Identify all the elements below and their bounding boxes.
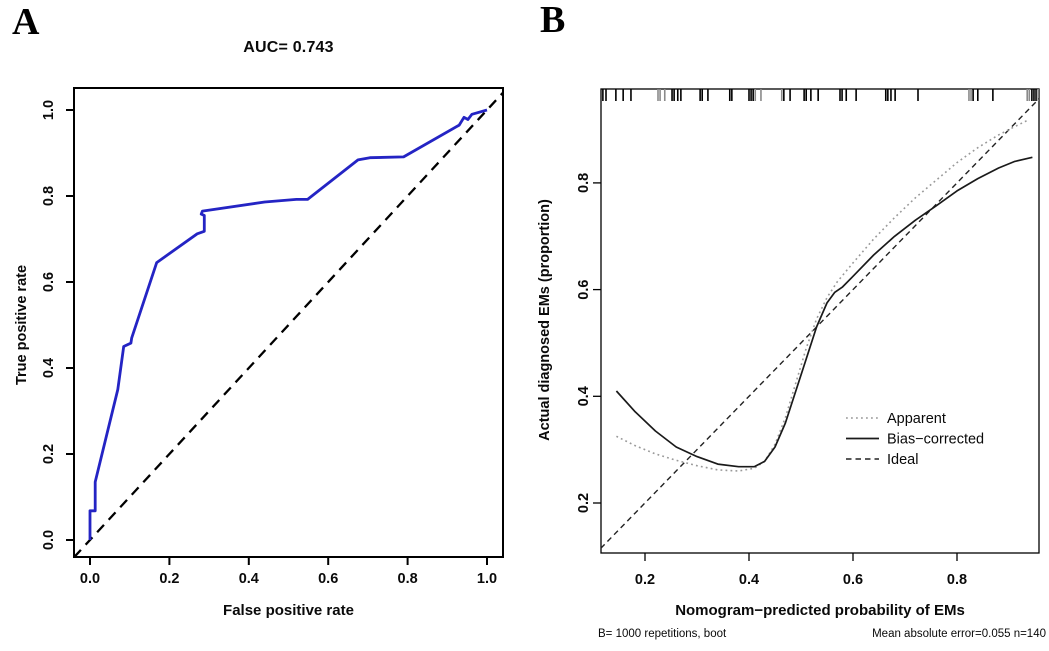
y-tick-label: 1.0 [41,100,57,120]
legend-label: Ideal [887,452,918,468]
roc-chart: 0.0 0.2 0.4 0.6 0.8 1.0 0.0 0.2 0.4 0.6 0.8 1.0 [41,87,504,587]
y-tick-label: 0.8 [41,186,57,206]
bootstrap-footnote: B= 1000 repetitions, boot [598,628,727,640]
x-tick-label: 0.8 [947,572,967,588]
plot-frame [73,87,504,558]
calibration-x-axis-title: Nomogram−predicted probability of EMs [675,602,965,619]
roc-curve [88,108,488,540]
y-tick-label: 0.0 [41,530,57,550]
y-tick-label: 0.8 [576,173,592,193]
x-tick-label: 0.6 [843,572,863,588]
rug-marks [602,89,1039,101]
y-tick-label: 0.4 [576,386,592,406]
x-tick-label: 1.0 [477,571,497,587]
y-tick-label: 0.2 [576,493,592,513]
roc-x-axis-title: False positive rate [223,602,354,619]
x-tick-label: 0.4 [239,571,259,587]
plot-frame [600,88,1040,554]
calibration-chart: 0.2 0.4 0.6 0.8 0.2 0.4 0.6 0.8 Apparent Bias−cor… [576,88,1040,588]
y-tick-label: 0.4 [41,358,57,378]
legend: Apparent Bias−corrected Ideal [846,411,984,468]
apparent-curve [616,119,1028,472]
y-tick-label: 0.6 [576,280,592,300]
legend-label: Apparent [887,411,946,427]
x-tick-label: 0.4 [739,572,759,588]
mean-absolute-error-footnote: Mean absolute error=0.055 n=140 [872,628,1046,640]
y-tick-label: 0.6 [41,272,57,292]
roc-auc-title: AUC= 0.743 [243,39,334,56]
calibration-y-axis-title: Actual diagnosed EMs (proportion) [537,199,553,441]
ideal-line [600,98,1040,549]
x-tick-label: 0.8 [398,571,418,587]
y-tick-label: 0.2 [41,444,57,464]
bias-corrected-curve [615,156,1033,468]
legend-label: Bias−corrected [887,432,984,448]
x-tick-label: 0.2 [635,572,655,588]
x-tick-label: 0.2 [159,571,179,587]
x-tick-label: 0.6 [318,571,338,587]
reference-line [73,92,504,558]
panel-b-label: B [540,0,566,41]
roc-y-axis-title: True positive rate [14,264,30,386]
panel-a-label: A [12,1,40,43]
x-tick-label: 0.0 [80,571,100,587]
